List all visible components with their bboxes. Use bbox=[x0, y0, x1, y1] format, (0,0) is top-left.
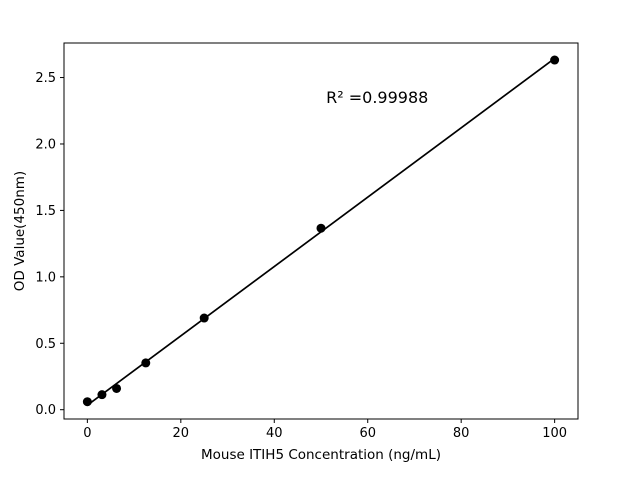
x-tick-label: 40 bbox=[266, 426, 283, 441]
r-squared-annotation: R² =0.99988 bbox=[326, 88, 428, 107]
y-tick-label: 1.0 bbox=[35, 270, 56, 285]
plot-area: 0 20 40 60 80 100 0.0 0.5 1.0 1.5 2.0 2.5 bbox=[35, 42, 579, 441]
data-point bbox=[550, 55, 560, 65]
y-tick-label: 2.0 bbox=[35, 137, 56, 152]
data-point bbox=[97, 390, 107, 400]
y-tick-label: 2.5 bbox=[35, 71, 56, 86]
x-tick-label: 20 bbox=[173, 426, 190, 441]
data-point bbox=[112, 383, 122, 393]
data-point bbox=[199, 313, 209, 323]
data-point bbox=[141, 358, 151, 368]
x-tick-label: 80 bbox=[453, 426, 470, 441]
axes-spines bbox=[63, 42, 579, 420]
x-tick-label: 100 bbox=[542, 426, 567, 441]
x-tick-label: 0 bbox=[83, 426, 91, 441]
y-axis-label: OD Value(450nm) bbox=[12, 171, 28, 291]
y-tick-label: 0.0 bbox=[35, 403, 56, 418]
x-tick-label: 60 bbox=[359, 426, 376, 441]
y-tick-label: 1.5 bbox=[35, 204, 56, 219]
x-axis-label: Mouse ITIH5 Concentration (ng/mL) bbox=[201, 447, 441, 463]
data-point bbox=[316, 223, 326, 233]
y-tick-label: 0.5 bbox=[35, 337, 56, 352]
data-point bbox=[82, 397, 92, 407]
